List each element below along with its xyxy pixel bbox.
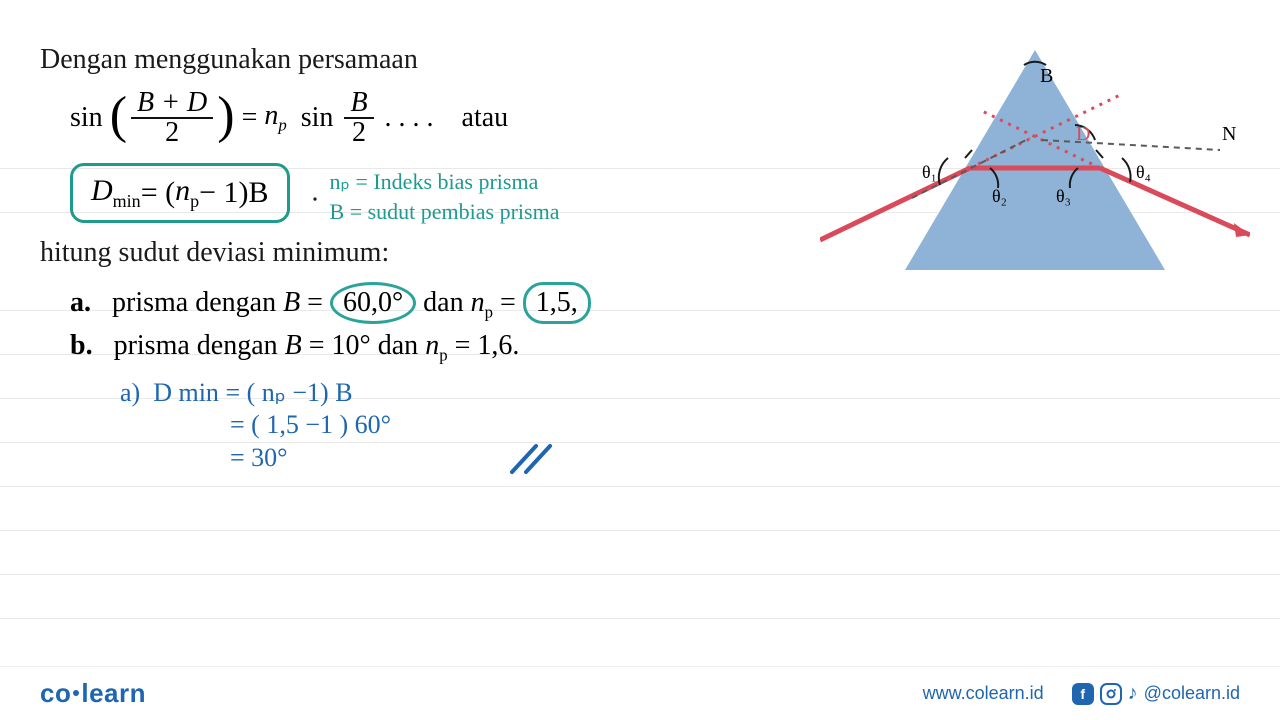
note-1: nₚ = Indeks bias prisma xyxy=(330,167,560,197)
lparen: ( xyxy=(110,90,127,142)
eq-sign: = xyxy=(242,102,258,134)
np: np xyxy=(264,100,286,136)
frac-den: 2 xyxy=(131,119,213,147)
label-t2: θ₂ xyxy=(992,186,1007,206)
label-N: N xyxy=(1222,123,1236,145)
item-b-body2: dan xyxy=(378,330,425,361)
prism-diagram: B D N θ₁ θ₂ θ₃ θ₄ xyxy=(820,40,1250,300)
frac2-den: 2 xyxy=(344,119,373,147)
dots: . . . . xyxy=(385,102,434,134)
prism-triangle xyxy=(905,50,1165,270)
fraction-1: B + D 2 xyxy=(131,89,213,147)
sin-label: sin xyxy=(70,102,103,134)
social-icons: f ♪ @colearn.id xyxy=(1072,682,1240,705)
item-b-B: 10° xyxy=(332,330,371,361)
work-line-3: = 30° xyxy=(230,442,800,478)
item-a: a. prisma dengan B = 60,0° dan np = 1,5, xyxy=(70,282,800,324)
instagram-icon xyxy=(1100,683,1122,705)
item-a-prefix: a. xyxy=(70,287,91,318)
social-handle: @colearn.id xyxy=(1144,683,1240,704)
work-line-1: a) D min = ( nₚ −1) B xyxy=(120,378,800,408)
fraction-2: B 2 xyxy=(344,89,373,147)
footer-right: www.colearn.id f ♪ @colearn.id xyxy=(923,682,1240,705)
boxed-tail: − 1)B xyxy=(199,176,268,210)
item-b-body: prisma dengan xyxy=(114,330,285,361)
boxed-eq: = ( xyxy=(141,176,175,210)
rparen: ) xyxy=(217,90,234,142)
item-a-body1: prisma dengan xyxy=(112,287,283,318)
brand-logo: colearn xyxy=(40,678,146,709)
boxed-np: np xyxy=(175,174,199,212)
equation-1: sin ( B + D 2 ) = np sin B 2 . . . . ata… xyxy=(70,89,800,147)
question-lead: hitung sudut deviasi minimum: xyxy=(40,233,800,272)
work-line-2: = ( 1,5 −1 ) 60° xyxy=(230,410,800,440)
circle-B: 60,0° xyxy=(330,282,416,324)
footer-url: www.colearn.id xyxy=(923,683,1044,704)
question-list: a. prisma dengan B = 60,0° dan np = 1,5,… xyxy=(70,282,800,366)
tally-icon xyxy=(504,443,564,472)
intro-text: Dengan menggunakan persamaan xyxy=(40,40,800,79)
handwritten-work: a) D min = ( nₚ −1) B = ( 1,5 −1 ) 60° =… xyxy=(120,378,800,478)
facebook-icon: f xyxy=(1072,683,1094,705)
label-t3: θ₃ xyxy=(1056,186,1071,206)
footer: colearn www.colearn.id f ♪ @colearn.id xyxy=(0,666,1280,720)
label-t4: θ₄ xyxy=(1136,162,1151,182)
boxed-formula: Dmin = ( np − 1)B xyxy=(70,163,290,223)
D: Dmin xyxy=(91,174,141,212)
boxed-row: Dmin = ( np − 1)B . nₚ = Indeks bias pri… xyxy=(40,153,800,233)
note-2: B = sudut pembias prisma xyxy=(330,197,560,227)
label-D: D xyxy=(1076,123,1090,145)
tiktok-icon: ♪ xyxy=(1128,682,1138,705)
sin-label-2: sin xyxy=(301,102,334,134)
item-b-np: 1,6. xyxy=(477,330,519,361)
annotations: . nₚ = Indeks bias prisma B = sudut pemb… xyxy=(312,167,560,226)
item-b: b. prisma dengan B = 10° dan np = 1,6. xyxy=(70,330,800,366)
circle-np: 1,5, xyxy=(523,282,591,324)
frac2-num: B xyxy=(344,89,373,119)
problem-content: Dengan menggunakan persamaan sin ( B + D… xyxy=(40,40,800,480)
item-b-prefix: b. xyxy=(70,330,93,361)
label-B: B xyxy=(1040,65,1053,87)
label-t1: θ₁ xyxy=(922,162,937,182)
item-a-body2: dan xyxy=(423,287,470,318)
frac-num: B + D xyxy=(131,89,213,119)
atau: atau xyxy=(462,102,509,134)
